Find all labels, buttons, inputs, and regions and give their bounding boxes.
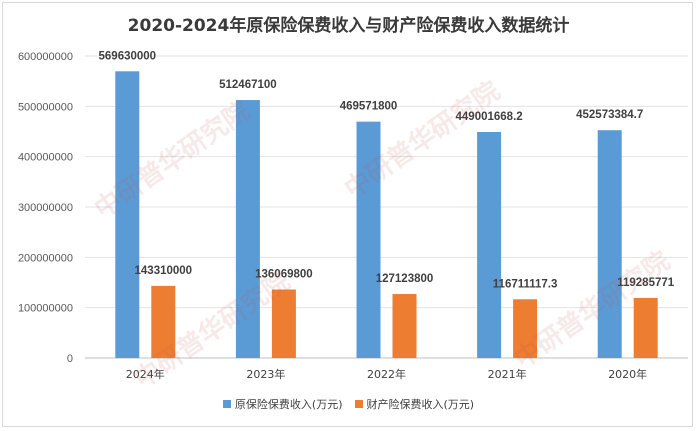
y-tick-label: 200000000 [18,252,73,264]
y-tick-label: 600000000 [18,51,73,63]
x-tick-label: 2024年 [126,367,165,381]
bar [151,285,176,358]
data-label: 449001668.2 [456,111,523,123]
bar [356,121,381,358]
y-tick-label: 100000000 [18,303,73,315]
bar [392,294,417,358]
x-tick-label: 2023年 [246,367,285,381]
bar [633,297,658,358]
data-label: 469571800 [340,101,398,113]
x-tick-label: 2020年 [608,367,647,381]
data-label: 119285771 [617,277,675,289]
data-label: 569630000 [99,50,157,62]
chart-title: 2020-2024年原保险保费收入与财产险保费收入数据统计 [127,16,570,36]
data-label: 143310000 [135,265,193,277]
legend-item-original-premium: 原保险保费收入(万元) [222,396,343,412]
legend-label: 原保险保费收入(万元) [234,398,343,411]
bar [513,299,538,358]
x-tick-label: 2021年 [488,367,527,381]
bar [235,100,260,358]
bar [115,71,140,359]
y-tick-label: 500000000 [18,101,73,113]
y-tick-label: 0 [67,353,73,365]
bar [597,130,622,358]
data-label: 116711117.3 [493,278,558,290]
bar [477,132,502,358]
legend: 原保险保费收入(万元) 财产险保费收入(万元) [0,396,697,412]
x-tick-label: 2022年 [367,367,406,381]
legend-item-property-premium: 财产险保费收入(万元) [354,396,475,412]
data-label: 452573384.7 [576,109,643,121]
legend-label: 财产险保费收入(万元) [366,398,475,411]
y-tick-label: 300000000 [18,202,73,214]
bar [271,289,296,358]
data-label: 136069800 [255,269,313,281]
y-tick-label: 400000000 [18,152,73,164]
data-label: 512467100 [219,79,277,91]
legend-swatch-orange [354,400,363,408]
legend-swatch-blue [222,400,231,408]
data-label: 127123800 [376,273,434,285]
